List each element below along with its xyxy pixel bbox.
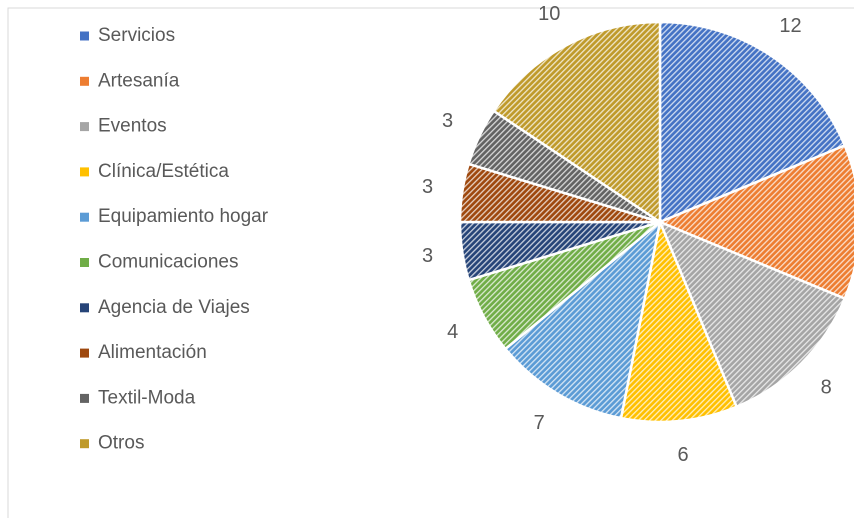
pie-slice (491, 20, 662, 225)
pie-slice (658, 20, 847, 224)
data-label: 4 (447, 321, 458, 343)
data-label: 8 (821, 376, 832, 398)
data-label: 3 (422, 245, 433, 267)
legend-swatch (80, 348, 89, 358)
legend-label: Eventos (98, 116, 167, 137)
legend-swatch (80, 258, 89, 267)
legend-swatch (80, 212, 89, 222)
legend-label: Servicios (98, 25, 175, 46)
pie-slice (657, 219, 847, 409)
legend-swatch (80, 439, 89, 449)
pie-slice (503, 218, 662, 420)
legend-label: Textil-Moda (98, 387, 196, 408)
pie-slice (656, 143, 854, 301)
data-label: 7 (534, 412, 545, 434)
legend-swatch (80, 303, 89, 313)
data-label: 6 (677, 444, 688, 466)
legend-label: Equipamiento hogar (98, 206, 269, 227)
legend-swatch (80, 122, 89, 132)
legend-swatch (80, 76, 89, 86)
data-label: 12 (779, 15, 801, 37)
legend-label: Clínica/Estética (98, 161, 229, 182)
legend-swatch (80, 31, 89, 41)
legend-label: Otros (98, 433, 144, 454)
legend-label: Alimentación (98, 342, 207, 363)
data-label: 3 (442, 110, 453, 132)
legend-swatch (80, 393, 89, 403)
data-label: 3 (422, 176, 433, 198)
pie-slice (619, 217, 739, 424)
legend-label: Artesanía (98, 70, 180, 91)
data-label: 10 (538, 3, 560, 25)
legend-swatch (80, 167, 89, 177)
legend-label: Agencia de Viajes (98, 297, 250, 318)
legend-label: Comunicaciones (98, 252, 238, 273)
